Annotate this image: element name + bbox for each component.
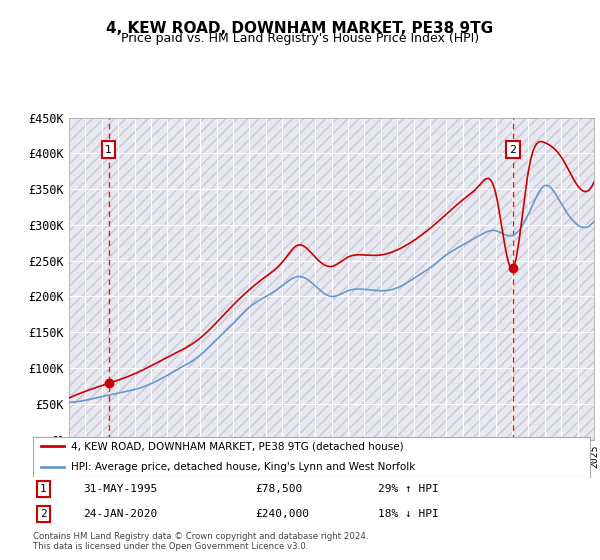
Text: Price paid vs. HM Land Registry's House Price Index (HPI): Price paid vs. HM Land Registry's House … (121, 32, 479, 45)
Text: 4, KEW ROAD, DOWNHAM MARKET, PE38 9TG (detached house): 4, KEW ROAD, DOWNHAM MARKET, PE38 9TG (d… (71, 441, 403, 451)
Text: £78,500: £78,500 (256, 484, 303, 494)
Text: Contains HM Land Registry data © Crown copyright and database right 2024.
This d: Contains HM Land Registry data © Crown c… (33, 532, 368, 552)
Text: HPI: Average price, detached house, King's Lynn and West Norfolk: HPI: Average price, detached house, King… (71, 461, 415, 472)
Text: 2: 2 (40, 509, 46, 519)
Text: 1: 1 (40, 484, 46, 494)
Text: 2: 2 (509, 145, 517, 155)
Text: 18% ↓ HPI: 18% ↓ HPI (378, 509, 439, 519)
Text: 24-JAN-2020: 24-JAN-2020 (83, 509, 157, 519)
Text: 4, KEW ROAD, DOWNHAM MARKET, PE38 9TG: 4, KEW ROAD, DOWNHAM MARKET, PE38 9TG (106, 21, 494, 36)
Text: 1: 1 (105, 145, 112, 155)
Text: 29% ↑ HPI: 29% ↑ HPI (378, 484, 439, 494)
Text: 31-MAY-1995: 31-MAY-1995 (83, 484, 157, 494)
Text: £240,000: £240,000 (256, 509, 310, 519)
